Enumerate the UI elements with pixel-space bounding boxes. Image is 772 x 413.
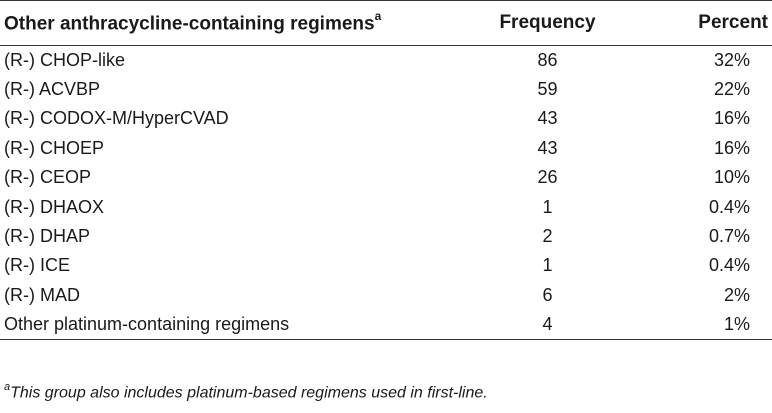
table-row: (R-) CEOP 26 10% (0, 163, 772, 192)
cell-frequency: 86 (537, 49, 558, 70)
cell-frequency: 2 (542, 226, 553, 247)
table-row: (R-) CODOX-M/HyperCVAD 43 16% (0, 104, 772, 133)
cell-percent: 0.4% (708, 255, 750, 276)
table-footnote: aThis group also includes platinum-based… (4, 381, 488, 402)
cell-frequency: 1 (542, 196, 553, 217)
cell-regimen: (R-) CHOEP (4, 137, 104, 158)
cell-percent: 1% (640, 310, 772, 340)
cell-regimen: (R-) CHOP-like (4, 49, 125, 70)
cell-frequency: 4 (455, 310, 640, 340)
cell-frequency: 43 (537, 108, 558, 129)
table-row: (R-) DHAOX 1 0.4% (0, 192, 772, 221)
cell-regimen: (R-) ICE (4, 255, 70, 276)
header-row: Other anthracycline-containing regimensa… (0, 0, 772, 46)
table-header: Other anthracycline-containing regimensa… (0, 0, 772, 46)
cell-regimen: (R-) CEOP (4, 167, 91, 188)
header-frequency: Frequency (455, 0, 640, 46)
footnote-marker: a (4, 381, 11, 393)
table-row: (R-) ICE 1 0.4% (0, 251, 772, 280)
table-row: (R-) CHOEP 43 16% (0, 134, 772, 163)
header-percent: Percent (640, 0, 772, 46)
cell-percent: 0.4% (708, 196, 750, 217)
table-row: (R-) ACVBP 59 22% (0, 75, 772, 104)
cell-frequency: 1 (542, 255, 553, 276)
regimens-table: Other anthracycline-containing regimensa… (0, 0, 772, 340)
header-regimen-footnote-marker: a (374, 8, 382, 23)
table-row: (R-) CHOP-like 86 32% (0, 46, 772, 75)
cell-regimen: (R-) DHAOX (4, 196, 104, 217)
cell-regimen: (R-) MAD (4, 284, 80, 305)
cell-percent: 16% (713, 108, 750, 129)
cell-percent: 0.7% (708, 226, 750, 247)
table-row: (R-) MAD 6 2% (0, 281, 772, 310)
header-regimen-label: Other anthracycline-containing regimens (4, 13, 375, 35)
header-regimen: Other anthracycline-containing regimensa (0, 0, 455, 46)
cell-percent: 10% (713, 167, 750, 188)
cell-regimen: (R-) DHAP (4, 226, 90, 247)
cell-frequency: 6 (542, 284, 553, 305)
cell-percent: 16% (713, 137, 750, 158)
table-row: Other platinum-containing regimens 4 1% (0, 310, 772, 340)
cell-frequency: 59 (537, 79, 558, 100)
table-body: (R-) CHOP-like 86 32% (R-) ACVBP 59 22% … (0, 46, 772, 340)
cell-frequency: 26 (537, 167, 558, 188)
regimens-table-container: Other anthracycline-containing regimensa… (0, 0, 772, 340)
cell-percent: 32% (713, 49, 750, 70)
footnote-text: This group also includes platinum-based … (10, 384, 488, 402)
cell-regimen: (R-) ACVBP (4, 79, 101, 100)
cell-percent: 2% (723, 284, 750, 305)
cell-regimen: Other platinum-containing regimens (0, 310, 455, 340)
cell-percent: 22% (713, 79, 750, 100)
table-row: (R-) DHAP 2 0.7% (0, 222, 772, 251)
cell-frequency: 43 (537, 137, 558, 158)
cell-regimen: (R-) CODOX-M/HyperCVAD (4, 108, 229, 129)
